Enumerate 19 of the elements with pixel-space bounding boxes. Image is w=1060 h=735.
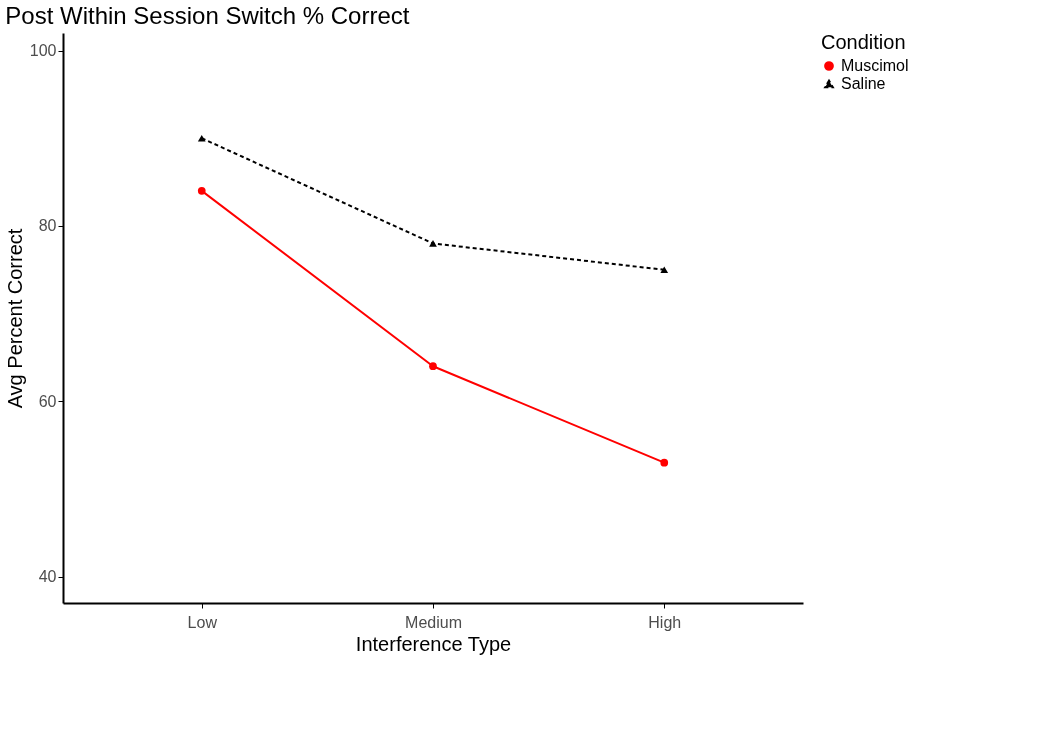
y-tick-label: 80 bbox=[38, 217, 57, 235]
point bbox=[429, 240, 437, 247]
point bbox=[197, 134, 206, 142]
point bbox=[660, 266, 669, 274]
x-tick-label: High bbox=[648, 613, 682, 631]
x-tick-label: Low bbox=[187, 613, 218, 631]
chart-title: Post Within Session Switch % Correct bbox=[5, 2, 410, 29]
point bbox=[660, 458, 669, 467]
legend-label: Muscimol bbox=[841, 57, 909, 74]
x-tick-label: Medium bbox=[405, 613, 462, 631]
y-tick-label: 40 bbox=[38, 568, 57, 586]
y-tick-label: 60 bbox=[38, 392, 57, 410]
point bbox=[429, 362, 437, 371]
legend-title: Condition bbox=[821, 31, 906, 53]
y-tick-label: 100 bbox=[29, 42, 57, 60]
point bbox=[197, 186, 206, 195]
legend-label: Saline bbox=[841, 75, 886, 92]
y-axis-title: Avg Percent Correct bbox=[3, 228, 26, 409]
x-axis-title: Interference Type bbox=[355, 632, 512, 655]
